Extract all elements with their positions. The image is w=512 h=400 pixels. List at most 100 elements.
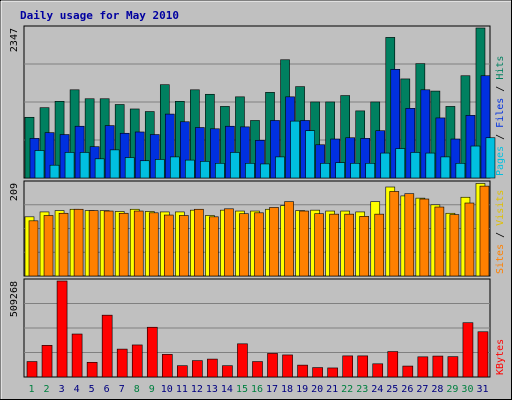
day-label-22: 22 <box>341 384 353 395</box>
bar-pages-day-14 <box>230 152 240 179</box>
bar-pages-day-22 <box>350 163 360 179</box>
bar-files-day-15 <box>240 126 250 179</box>
bar-files-day-22 <box>345 137 355 179</box>
bar-kbytes-day-7 <box>116 348 128 378</box>
bar-kbytes-day-27 <box>417 356 429 378</box>
bar-pages-day-10 <box>169 156 180 179</box>
bar-files-day-29 <box>450 138 461 179</box>
legend-label-kbytes: KBytes <box>495 339 506 375</box>
bar-sites-day-31 <box>479 185 490 277</box>
day-label-25: 25 <box>386 384 398 395</box>
bar-pages-day-20 <box>320 163 330 179</box>
day-label-20: 20 <box>311 384 323 395</box>
bar-sites-day-25 <box>389 191 400 277</box>
bar-kbytes-day-2 <box>41 345 53 378</box>
panel-hits-files-pages: 2347 Pages / Files / Hits <box>9 25 506 179</box>
bar-kbytes-day-11 <box>177 365 188 378</box>
bar-pages-day-5 <box>94 158 105 179</box>
bar-kbytes-day-15 <box>237 343 248 378</box>
bar-pages-day-29 <box>455 163 466 179</box>
bar-sites-day-9 <box>148 212 159 277</box>
bar-files-day-7 <box>119 132 130 179</box>
bar-sites-day-29 <box>449 214 460 277</box>
bar-kbytes-day-20 <box>312 367 323 378</box>
day-label-28: 28 <box>431 384 443 395</box>
bar-kbytes-day-23 <box>357 355 369 378</box>
day-label-15: 15 <box>236 384 248 395</box>
bar-files-day-21 <box>330 138 340 179</box>
bar-pages-day-21 <box>335 162 345 179</box>
bar-sites-day-21 <box>329 213 339 277</box>
bar-files-day-2 <box>44 132 55 179</box>
day-label-3: 3 <box>59 384 65 395</box>
bar-files-day-25 <box>390 69 401 179</box>
day-label-29: 29 <box>446 384 458 395</box>
ymax-label-visits-sites: 209 <box>9 183 20 201</box>
bar-sites-day-23 <box>359 216 370 277</box>
bar-kbytes-day-3 <box>56 280 68 378</box>
bar-sites-day-24 <box>374 213 385 277</box>
bar-sites-day-22 <box>344 213 354 277</box>
bar-files-day-10 <box>164 113 175 179</box>
chart-title: Daily usage for May 2010 <box>20 9 179 22</box>
bar-sites-day-3 <box>58 212 69 277</box>
bar-kbytes-day-17 <box>267 353 278 378</box>
bar-pages-day-9 <box>154 159 165 179</box>
bar-files-day-14 <box>225 125 235 179</box>
day-label-19: 19 <box>296 384 308 395</box>
bar-sites-day-17 <box>269 207 279 277</box>
chart-panels: 2347 Pages / Files / Hits 209 Sites / Visit… <box>9 25 506 378</box>
bar-sites-day-4 <box>73 208 84 277</box>
bar-pages-day-30 <box>470 145 481 179</box>
bar-kbytes-day-29 <box>447 356 459 378</box>
bar-pages-day-28 <box>440 156 451 179</box>
bar-sites-day-1 <box>28 220 39 277</box>
bar-kbytes-day-10 <box>161 354 173 378</box>
day-label-8: 8 <box>134 384 140 395</box>
day-label-6: 6 <box>104 384 110 395</box>
bar-files-day-11 <box>180 121 190 179</box>
legend-part: / <box>495 226 506 244</box>
bar-hits-day-5 <box>84 98 95 179</box>
bar-sites-day-8 <box>133 210 144 277</box>
bar-pages-day-19 <box>305 130 315 179</box>
legend-part: Pages <box>495 146 506 176</box>
bar-files-day-4 <box>74 125 85 179</box>
day-label-18: 18 <box>281 384 293 395</box>
day-label-9: 9 <box>149 384 155 395</box>
bar-sites-day-26 <box>404 193 415 277</box>
bar-kbytes-day-8 <box>131 344 143 378</box>
bar-files-day-31 <box>480 75 491 179</box>
bar-kbytes-day-12 <box>192 360 203 378</box>
bar-sites-day-27 <box>419 198 430 277</box>
day-label-21: 21 <box>326 384 338 395</box>
legend-label-visits-sites: Sites / Visits <box>495 190 506 274</box>
bar-files-day-16 <box>255 139 265 179</box>
legend-part: Files <box>495 98 506 128</box>
ymax-label-hits-files-pages: 2347 <box>9 28 20 52</box>
bar-kbytes-day-24 <box>372 363 384 378</box>
bar-pages-day-18 <box>290 120 300 179</box>
bar-files-day-12 <box>195 127 205 179</box>
bar-files-day-9 <box>149 134 160 179</box>
legend-part: / <box>495 80 506 98</box>
bar-kbytes-day-14 <box>222 365 233 378</box>
bar-kbytes-day-26 <box>402 365 414 378</box>
legend-part: Sites <box>495 244 506 274</box>
bar-kbytes-day-31 <box>477 331 489 378</box>
bar-pages-day-17 <box>275 156 285 179</box>
bar-sites-day-13 <box>209 216 219 277</box>
bar-pages-day-4 <box>79 152 90 179</box>
bar-sites-day-5 <box>88 210 99 277</box>
bar-sites-day-30 <box>464 202 475 277</box>
bar-sites-day-15 <box>239 213 249 277</box>
day-label-27: 27 <box>416 384 428 395</box>
panel-visits-sites: 209 Sites / Visits <box>9 180 506 277</box>
day-label-10: 10 <box>161 384 173 395</box>
bar-kbytes-day-5 <box>86 361 98 378</box>
bar-sites-day-20 <box>314 213 324 277</box>
bar-pages-day-31 <box>485 137 496 179</box>
day-label-4: 4 <box>74 384 80 395</box>
day-label-5: 5 <box>89 384 95 395</box>
